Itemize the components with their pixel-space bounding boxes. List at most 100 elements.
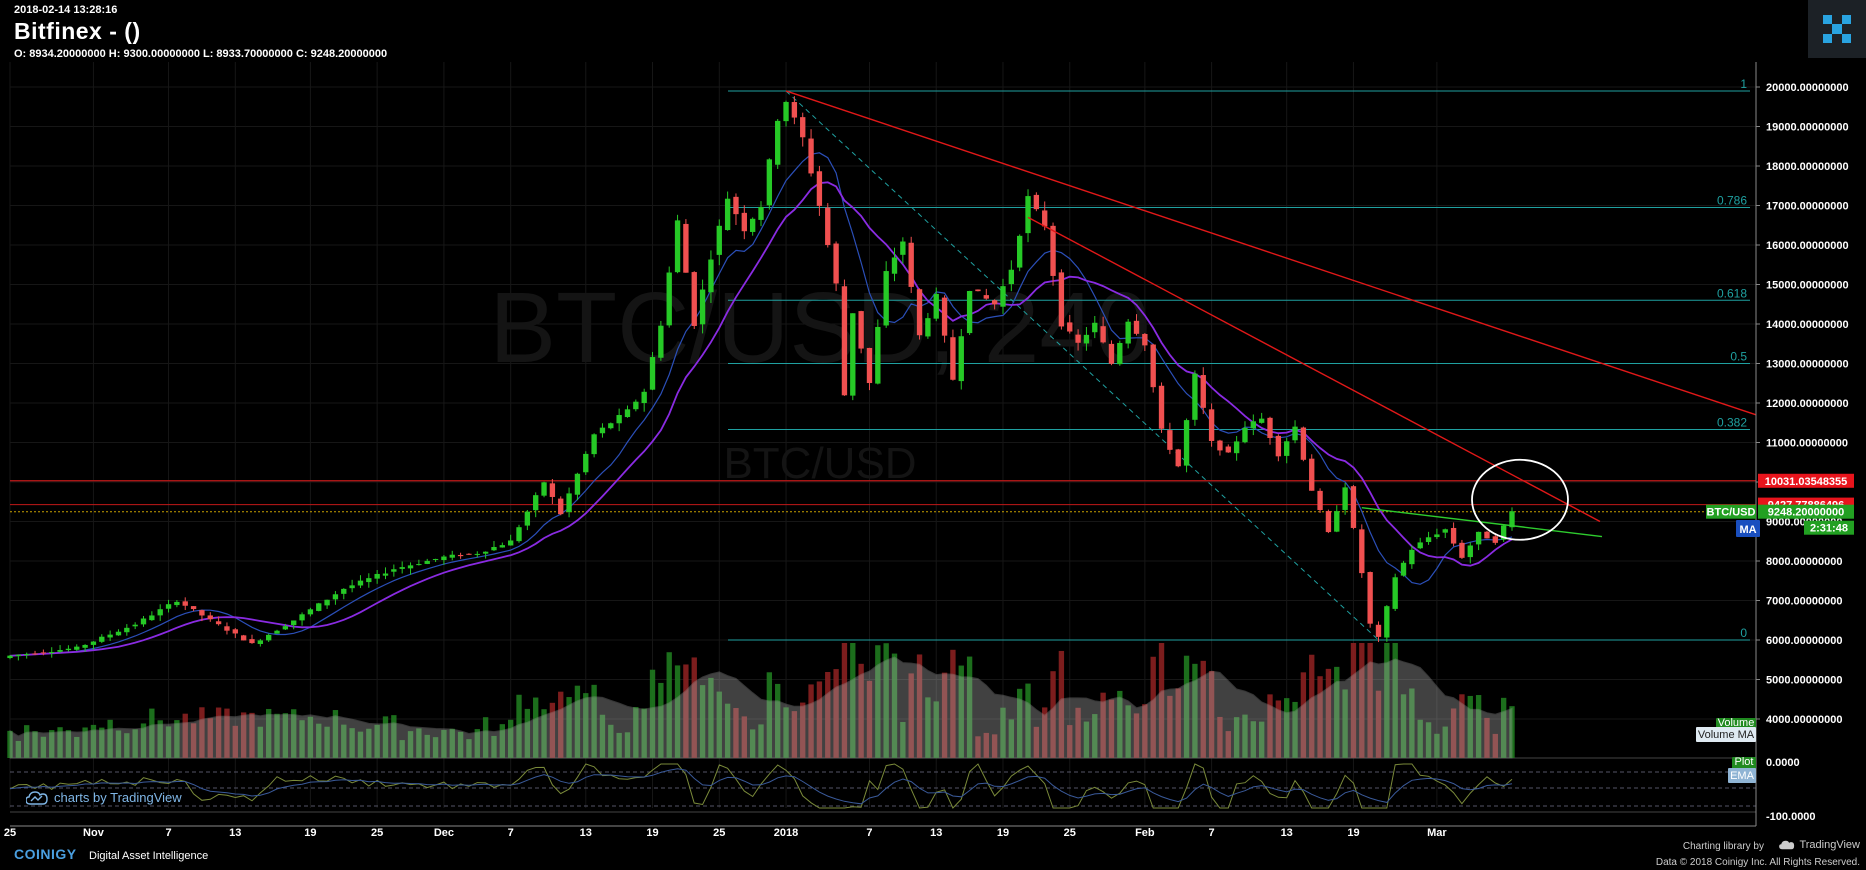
y-tick-label: 6000.00000000 xyxy=(1766,635,1842,647)
volume-bar xyxy=(574,685,581,758)
candle-body xyxy=(950,337,956,380)
candle-body xyxy=(341,588,347,594)
candle-body xyxy=(15,654,22,656)
volume-bar xyxy=(516,694,522,758)
candle-body xyxy=(291,620,297,626)
candle-body xyxy=(140,618,147,625)
candle-body xyxy=(207,615,213,620)
fib-level-label: 0.618 xyxy=(1717,286,1747,300)
tradingview-cloud-icon xyxy=(26,790,48,805)
volume-bar xyxy=(1275,700,1282,758)
candle-body xyxy=(583,453,589,473)
x-tick-label: 13 xyxy=(229,827,241,839)
candle-body xyxy=(274,630,280,634)
volume-bar xyxy=(533,697,539,758)
volume-bar xyxy=(1092,714,1098,758)
volume-bar xyxy=(99,727,105,758)
candle-body xyxy=(808,138,814,174)
volume-bar xyxy=(1450,708,1457,758)
candle-body xyxy=(891,257,898,274)
volume-bar xyxy=(1008,719,1015,758)
volume-bar xyxy=(1192,663,1198,758)
volume-bar xyxy=(941,672,948,758)
fib-level-label: 0 xyxy=(1740,626,1747,640)
tradingview-brand[interactable]: TradingView xyxy=(1779,839,1860,851)
volume-bar xyxy=(616,732,622,758)
volume-bar xyxy=(975,736,981,758)
candle-body xyxy=(1484,531,1490,539)
fib-level-label: 1 xyxy=(1740,77,1747,91)
candle-body xyxy=(1459,542,1465,558)
volume-bar xyxy=(49,730,55,758)
ma-badge: MA xyxy=(1739,524,1756,536)
x-tick-label: 19 xyxy=(1347,827,1359,839)
volume-bar xyxy=(1292,701,1298,758)
candle-body xyxy=(507,540,514,546)
volume-bar xyxy=(1325,668,1332,758)
volume-bar xyxy=(916,654,923,758)
volume-bar xyxy=(1467,695,1473,758)
volume-bar xyxy=(257,726,264,758)
volume-bar xyxy=(199,707,205,758)
volume-bar xyxy=(1100,692,1106,758)
candle-body xyxy=(249,639,255,644)
volume-bar xyxy=(107,719,113,758)
volume-bar xyxy=(1258,721,1265,758)
tradingview-link[interactable]: charts by TradingView xyxy=(26,790,182,805)
osc-plot-label-bg xyxy=(1732,757,1756,769)
candle-body xyxy=(324,599,330,606)
candle-body xyxy=(1025,196,1031,234)
volume-bar xyxy=(1492,733,1498,758)
volume-bar xyxy=(266,708,272,758)
volume-bar xyxy=(1083,721,1090,758)
volume-bar xyxy=(724,703,731,758)
volume-bar xyxy=(666,652,672,758)
candle-body xyxy=(758,206,764,220)
volume-bar xyxy=(1042,707,1048,758)
tradingview-brand-label: TradingView xyxy=(1799,839,1860,851)
volume-bar xyxy=(1233,717,1240,758)
osc-y-tick-label: -100.0000 xyxy=(1766,811,1816,823)
candle-body xyxy=(115,631,122,636)
candle-body xyxy=(908,242,914,287)
volume-bar xyxy=(558,691,564,758)
candle-body xyxy=(733,196,739,215)
volume-bar xyxy=(933,701,939,758)
coinigy-logo-button[interactable] xyxy=(1808,0,1866,58)
candle-body xyxy=(1242,427,1248,443)
volume-bar xyxy=(549,702,556,758)
candle-body xyxy=(641,391,647,404)
candle-body xyxy=(1450,527,1457,544)
volume-bar xyxy=(1342,689,1348,758)
volume-bar xyxy=(1434,733,1440,758)
candle-body xyxy=(491,546,497,551)
candle-body xyxy=(1334,511,1340,532)
tradingview-cloud-icon xyxy=(1779,840,1795,850)
candle-body xyxy=(1033,194,1040,210)
volume-bar xyxy=(165,726,172,758)
volume-bar xyxy=(190,723,197,758)
fib-retracement: 1 0.786 0.618 0.5 0.382 0 xyxy=(728,77,1750,641)
candle-body xyxy=(866,347,873,384)
candle-body xyxy=(474,553,480,555)
candle-body xyxy=(1075,334,1081,343)
candle-body xyxy=(1375,624,1382,637)
volume-bar xyxy=(900,722,906,758)
candle-body xyxy=(533,495,539,511)
volume-bar xyxy=(1117,690,1123,758)
green-trend-line xyxy=(1361,506,1603,538)
volume-bar xyxy=(132,729,138,758)
volume-bar xyxy=(374,724,380,758)
volume-bar xyxy=(658,682,664,758)
volume-bar xyxy=(341,724,347,758)
candle-body xyxy=(499,545,505,548)
y-tick-label: 15000.00000000 xyxy=(1766,280,1849,292)
candle-body xyxy=(1225,446,1231,453)
volume-bar xyxy=(1158,643,1165,758)
volume-bar xyxy=(115,730,122,758)
candle-body xyxy=(1475,531,1482,545)
candle-body xyxy=(132,624,138,627)
ma-line-purple xyxy=(9,181,1513,657)
candle-body xyxy=(1275,435,1282,457)
